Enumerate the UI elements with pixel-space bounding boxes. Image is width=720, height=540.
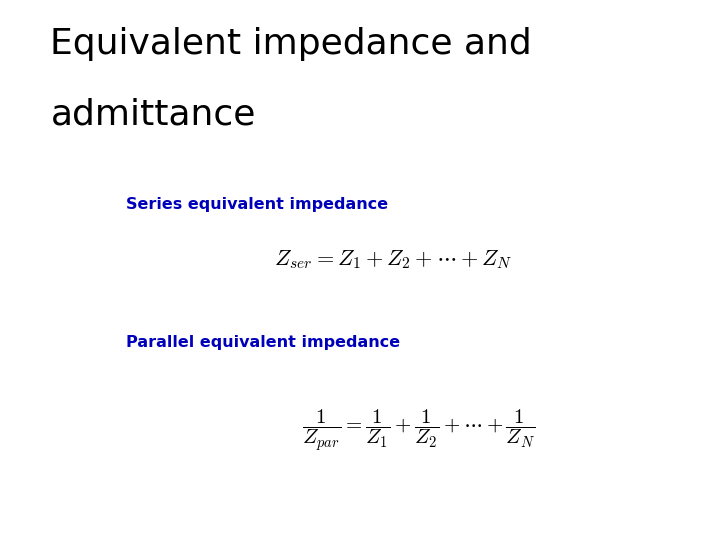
Text: Parallel equivalent impedance: Parallel equivalent impedance: [126, 335, 400, 350]
Text: $\dfrac{1}{Z_{par}} = \dfrac{1}{Z_1} + \dfrac{1}{Z_2} + \cdots + \dfrac{1}{Z_N}$: $\dfrac{1}{Z_{par}} = \dfrac{1}{Z_1} + \…: [302, 408, 536, 453]
Text: $Z_{ser} = Z_1 + Z_2 + \cdots + Z_N$: $Z_{ser} = Z_1 + Z_2 + \cdots + Z_N$: [274, 248, 512, 271]
Text: Equivalent impedance and: Equivalent impedance and: [50, 27, 532, 61]
Text: Series equivalent impedance: Series equivalent impedance: [126, 197, 388, 212]
Text: admittance: admittance: [50, 97, 256, 131]
